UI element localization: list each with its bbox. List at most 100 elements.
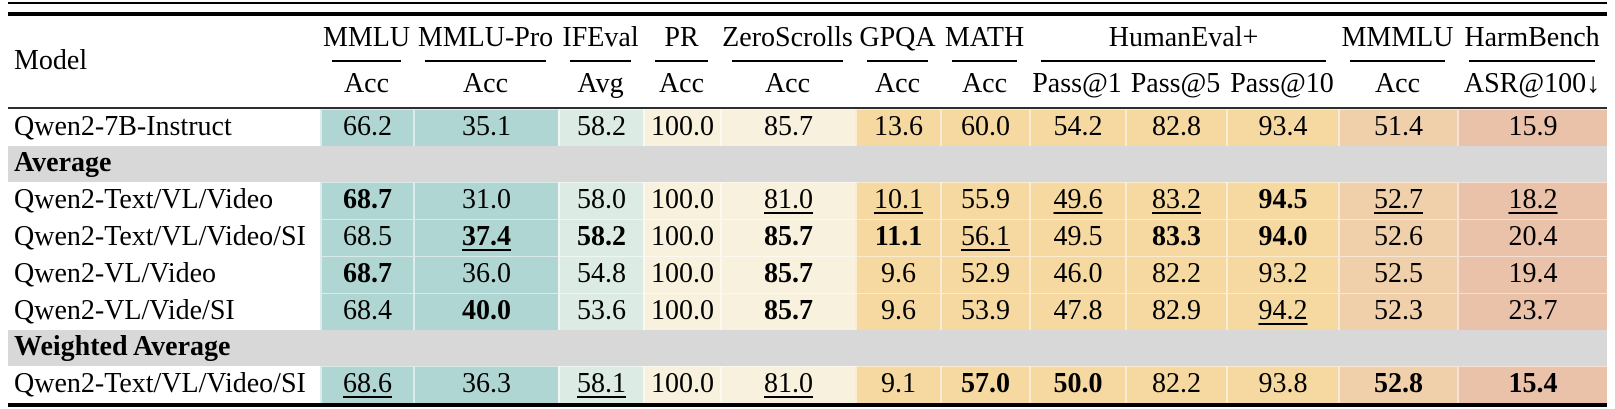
- column-group-header-pr: PR: [643, 16, 720, 67]
- metric-cell: 9.6: [855, 255, 940, 293]
- subcolumn-header: Acc: [643, 66, 720, 109]
- metric-cell: 85.7: [720, 108, 855, 146]
- metric-cell: 36.0: [413, 255, 558, 293]
- metric-cell: 13.6: [855, 108, 940, 146]
- subcolumn-header: Acc: [413, 66, 558, 109]
- column-group-label: MMMLU: [1341, 22, 1454, 53]
- subcolumn-header: Acc: [855, 66, 940, 109]
- column-group-rule: [1041, 59, 1326, 62]
- column-group-header-zeroscrolls: ZeroScrolls: [720, 16, 855, 67]
- metric-cell: 52.7: [1338, 181, 1457, 219]
- metric-cell: 49.6: [1029, 181, 1125, 219]
- table-row: Qwen2-Text/VL/Video 68.7 31.0 58.0 100.0 81.0…: [8, 181, 1607, 219]
- metric-cell: 50.0: [1029, 365, 1125, 403]
- subcolumn-header: Pass@5: [1125, 66, 1226, 109]
- section-label: Average: [8, 145, 1607, 182]
- model-name-cell: Qwen2-Text/VL/Video: [8, 181, 320, 219]
- column-group-rule: [1350, 59, 1445, 62]
- section-label: Weighted Average: [8, 329, 1607, 366]
- column-group-label: ZeroScrolls: [722, 22, 853, 53]
- metric-cell: 23.7: [1457, 292, 1607, 330]
- column-group-label: MMLU-Pro: [417, 22, 554, 53]
- metric-cell: 53.6: [558, 292, 643, 330]
- model-name-cell: Qwen2-7B-Instruct: [8, 108, 320, 146]
- metric-cell: 81.0: [720, 365, 855, 403]
- subcolumn-header: Acc: [320, 66, 413, 109]
- metric-cell: 85.7: [720, 218, 855, 256]
- metric-cell: 100.0: [643, 218, 720, 256]
- metric-cell: 100.0: [643, 365, 720, 403]
- metric-cell: 83.2: [1125, 181, 1226, 219]
- metric-cell: 82.2: [1125, 255, 1226, 293]
- column-group-header-gpqa: GPQA: [855, 16, 940, 67]
- metric-cell: 36.3: [413, 365, 558, 403]
- metric-cell: 56.1: [940, 218, 1029, 256]
- metric-cell: 81.0: [720, 181, 855, 219]
- model-name-cell: Qwen2-VL/Video: [8, 255, 320, 293]
- metric-cell: 54.2: [1029, 108, 1125, 146]
- table-row: Qwen2-7B-Instruct 66.2 35.1 58.2 100.0 85.7 13…: [8, 108, 1607, 146]
- metric-cell: 20.4: [1457, 218, 1607, 256]
- metric-cell: 52.8: [1338, 365, 1457, 403]
- column-group-rule: [732, 59, 843, 62]
- column-group-header-mmlu-pro: MMLU-Pro: [413, 16, 558, 67]
- metric-cell: 37.4: [413, 218, 558, 256]
- metric-cell: 100.0: [643, 292, 720, 330]
- table-row: Qwen2-VL/Video 68.7 36.0 54.8 100.0 85.7 9.6 52…: [8, 255, 1607, 293]
- model-name-cell: Qwen2-Text/VL/Video/SI: [8, 365, 320, 403]
- metric-cell: 18.2: [1457, 181, 1607, 219]
- model-column-header: Model: [8, 16, 320, 109]
- metric-cell: 93.8: [1226, 365, 1338, 403]
- metric-cell: 19.4: [1457, 255, 1607, 293]
- column-group-rule: [425, 59, 546, 62]
- column-group-label: PR: [664, 22, 699, 53]
- metric-cell: 68.4: [320, 292, 413, 330]
- metric-cell: 94.5: [1226, 181, 1338, 219]
- metric-cell: 52.5: [1338, 255, 1457, 293]
- metric-cell: 10.1: [855, 181, 940, 219]
- metric-cell: 49.5: [1029, 218, 1125, 256]
- metric-cell: 47.8: [1029, 292, 1125, 330]
- column-group-header-harmbench: HarmBench: [1457, 16, 1607, 67]
- metric-cell: 94.0: [1226, 218, 1338, 256]
- metric-cell: 82.8: [1125, 108, 1226, 146]
- table-row: Qwen2-Text/VL/Video/SI 68.6 36.3 58.1 100.0 8…: [8, 365, 1607, 403]
- metric-cell: 83.3: [1125, 218, 1226, 256]
- column-group-rule: [867, 59, 928, 62]
- metric-cell: 93.4: [1226, 108, 1338, 146]
- metric-cell: 68.5: [320, 218, 413, 256]
- metric-cell: 93.2: [1226, 255, 1338, 293]
- top-outer-rule: [8, 2, 1607, 4]
- metric-cell: 15.9: [1457, 108, 1607, 146]
- metric-cell: 68.6: [320, 365, 413, 403]
- metric-cell: 68.7: [320, 255, 413, 293]
- metric-cell: 58.0: [558, 181, 643, 219]
- metric-cell: 40.0: [413, 292, 558, 330]
- metric-cell: 52.6: [1338, 218, 1457, 256]
- metric-cell: 82.9: [1125, 292, 1226, 330]
- metric-cell: 9.6: [855, 292, 940, 330]
- metric-cell: 15.4: [1457, 365, 1607, 403]
- column-group-label: HarmBench: [1464, 22, 1600, 53]
- column-group-rule: [570, 59, 631, 62]
- section-row: Average: [8, 145, 1607, 182]
- metric-cell: 66.2: [320, 108, 413, 146]
- metric-cell: 52.9: [940, 255, 1029, 293]
- metric-cell: 53.9: [940, 292, 1029, 330]
- metric-cell: 46.0: [1029, 255, 1125, 293]
- metric-cell: 100.0: [643, 255, 720, 293]
- metric-cell: 100.0: [643, 181, 720, 219]
- section-row: Weighted Average: [8, 329, 1607, 366]
- metric-cell: 57.0: [940, 365, 1029, 403]
- model-name-cell: Qwen2-VL/Vide/SI: [8, 292, 320, 330]
- metric-cell: 11.1: [855, 218, 940, 256]
- metric-cell: 58.2: [558, 218, 643, 256]
- metric-cell: 9.1: [855, 365, 940, 403]
- metric-cell: 51.4: [1338, 108, 1457, 146]
- metric-cell: 85.7: [720, 255, 855, 293]
- subcolumn-header: Acc: [1338, 66, 1457, 109]
- subcolumn-header: Avg: [558, 66, 643, 109]
- column-group-header-mmmlu: MMMLU: [1338, 16, 1457, 67]
- column-group-label: MATH: [944, 22, 1025, 53]
